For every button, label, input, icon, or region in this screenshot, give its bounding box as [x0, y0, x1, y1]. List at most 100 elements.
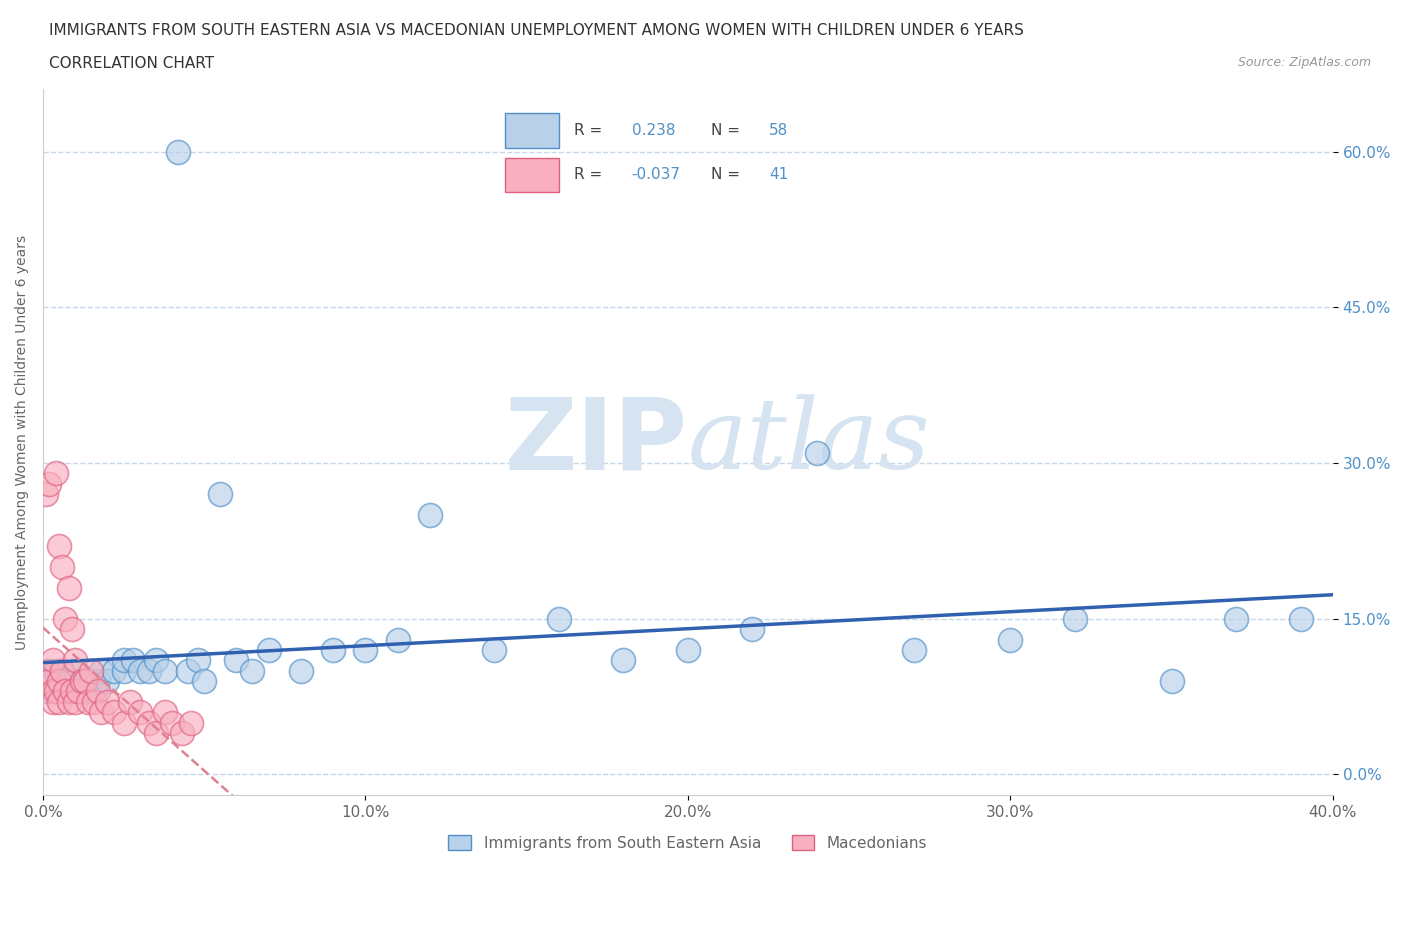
Point	[58, 580, 80, 595]
Point	[80, 673, 103, 688]
Point	[1289, 611, 1312, 626]
Point	[86, 684, 108, 698]
Point	[38, 663, 60, 678]
Point	[51, 673, 73, 688]
Point	[676, 643, 699, 658]
Point	[58, 695, 80, 710]
Text: ZIP: ZIP	[505, 393, 688, 491]
Point	[63, 673, 86, 688]
Point	[354, 643, 377, 658]
Point	[60, 622, 83, 637]
Point	[73, 673, 96, 688]
Point	[1063, 611, 1085, 626]
Point	[96, 695, 118, 710]
Y-axis label: Unemployment Among Women with Children Under 6 years: Unemployment Among Women with Children U…	[15, 234, 30, 650]
Point	[96, 673, 118, 688]
Point	[63, 663, 86, 678]
Point	[35, 684, 58, 698]
Point	[80, 663, 103, 678]
Point	[90, 663, 112, 678]
Point	[112, 663, 135, 678]
Point	[55, 684, 77, 698]
Point	[41, 673, 63, 688]
Point	[419, 508, 441, 523]
Point	[903, 643, 925, 658]
Point	[806, 445, 828, 460]
Point	[55, 673, 77, 688]
Point	[86, 673, 108, 688]
Point	[60, 684, 83, 698]
Point	[38, 673, 60, 688]
Point	[35, 486, 58, 501]
Point	[45, 663, 67, 678]
Point	[45, 684, 67, 698]
Point	[103, 705, 125, 720]
Point	[155, 663, 177, 678]
Point	[170, 725, 193, 740]
Point	[41, 653, 63, 668]
Point	[180, 715, 202, 730]
Point	[83, 684, 105, 698]
Point	[70, 684, 93, 698]
Point	[41, 695, 63, 710]
Point	[138, 715, 160, 730]
Text: atlas: atlas	[688, 394, 931, 490]
Point	[128, 663, 150, 678]
Point	[38, 673, 60, 688]
Point	[145, 653, 167, 668]
Point	[67, 684, 90, 698]
Text: CORRELATION CHART: CORRELATION CHART	[49, 56, 214, 71]
Point	[63, 653, 86, 668]
Point	[128, 705, 150, 720]
Point	[48, 538, 70, 553]
Point	[1225, 611, 1247, 626]
Point	[145, 725, 167, 740]
Point	[187, 653, 209, 668]
Point	[77, 695, 100, 710]
Point	[122, 653, 145, 668]
Point	[387, 632, 409, 647]
Point	[167, 144, 190, 159]
Point	[70, 673, 93, 688]
Point	[177, 663, 200, 678]
Point	[48, 684, 70, 698]
Point	[1000, 632, 1022, 647]
Point	[322, 643, 344, 658]
Point	[77, 684, 100, 698]
Point	[741, 622, 763, 637]
Point	[118, 695, 141, 710]
Point	[48, 695, 70, 710]
Point	[138, 663, 160, 678]
Point	[45, 466, 67, 481]
Point	[209, 486, 232, 501]
Point	[612, 653, 634, 668]
Point	[38, 476, 60, 491]
Point	[112, 715, 135, 730]
Point	[70, 673, 93, 688]
Point	[60, 684, 83, 698]
Legend: Immigrants from South Eastern Asia, Macedonians: Immigrants from South Eastern Asia, Mace…	[441, 827, 935, 858]
Point	[1160, 673, 1182, 688]
Point	[41, 684, 63, 698]
Point	[193, 673, 215, 688]
Point	[257, 643, 280, 658]
Point	[290, 663, 312, 678]
Point	[55, 611, 77, 626]
Point	[155, 705, 177, 720]
Point	[41, 684, 63, 698]
Point	[73, 673, 96, 688]
Point	[242, 663, 264, 678]
Text: IMMIGRANTS FROM SOUTH EASTERN ASIA VS MACEDONIAN UNEMPLOYMENT AMONG WOMEN WITH C: IMMIGRANTS FROM SOUTH EASTERN ASIA VS MA…	[49, 23, 1024, 38]
Point	[48, 673, 70, 688]
Point	[58, 673, 80, 688]
Point	[112, 653, 135, 668]
Point	[35, 663, 58, 678]
Point	[160, 715, 183, 730]
Point	[63, 695, 86, 710]
Point	[51, 663, 73, 678]
Point	[484, 643, 506, 658]
Point	[225, 653, 247, 668]
Point	[48, 673, 70, 688]
Point	[55, 684, 77, 698]
Point	[90, 705, 112, 720]
